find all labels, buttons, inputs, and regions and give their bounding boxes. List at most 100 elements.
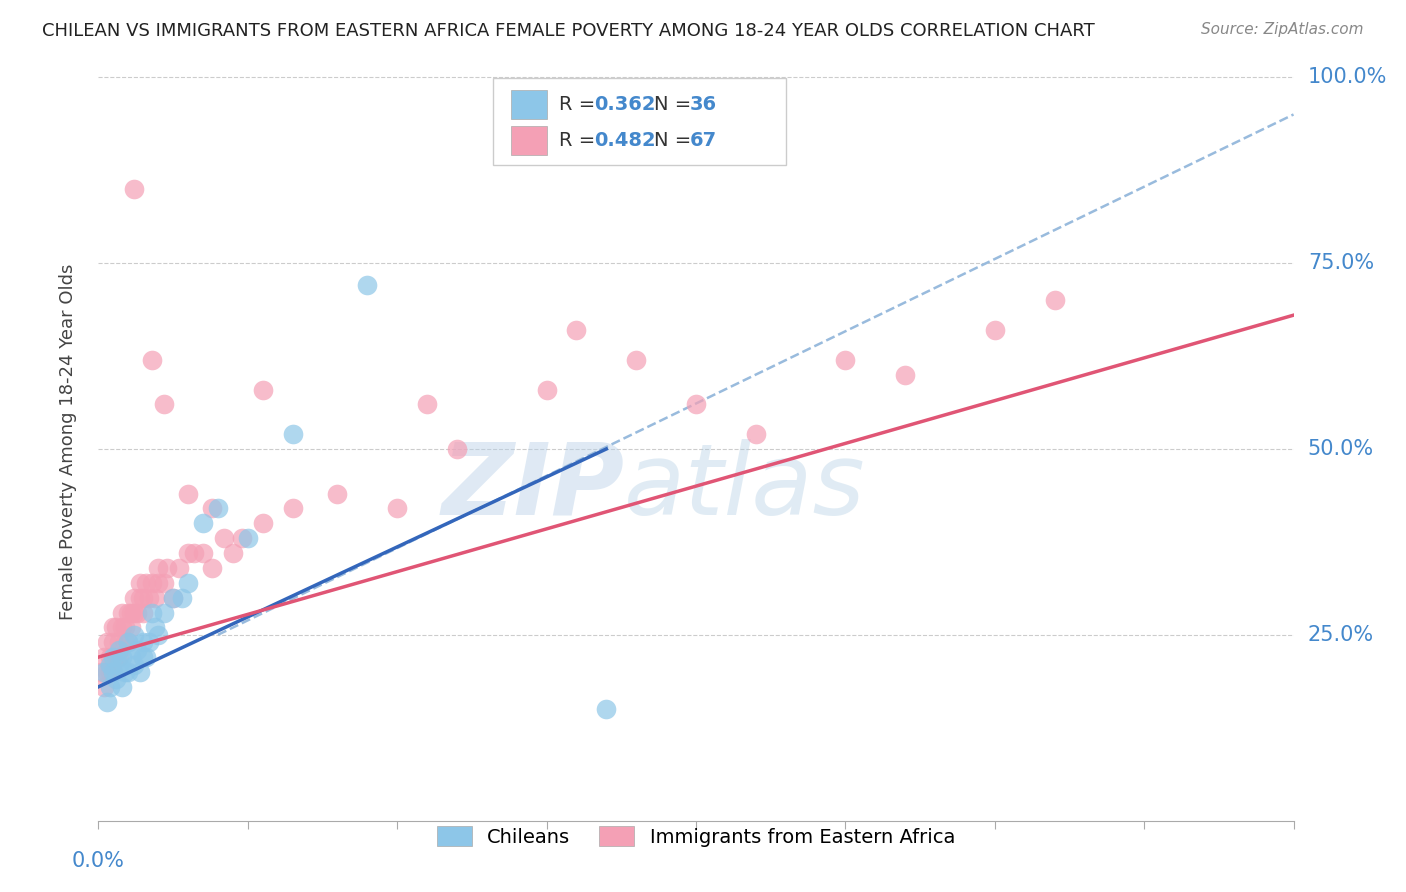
Point (96, 665, 118, 679)
Point (326, 486, 349, 500)
Point (143, 620, 166, 634)
Point (98, 657, 122, 672)
Point (141, 352, 163, 367)
Point (446, 442, 468, 456)
Point (111, 620, 134, 634)
Point (138, 635, 160, 649)
Legend: Chileans, Immigrants from Eastern Africa: Chileans, Immigrants from Eastern Africa (427, 816, 965, 856)
Text: atlas: atlas (624, 439, 866, 535)
Point (117, 635, 139, 649)
Point (172, 591, 194, 605)
Point (129, 591, 152, 605)
Point (98, 665, 122, 679)
FancyBboxPatch shape (494, 78, 786, 165)
Point (111, 650, 134, 665)
Point (132, 635, 155, 649)
Point (984, 323, 1007, 337)
Point (177, 575, 200, 590)
Point (141, 606, 163, 620)
Point (117, 635, 139, 649)
Point (93, 680, 115, 694)
Point (105, 673, 128, 687)
Point (96, 635, 118, 649)
Point (281, 427, 304, 442)
Point (135, 650, 157, 665)
Point (108, 657, 131, 672)
Point (111, 680, 134, 694)
Point (141, 575, 163, 590)
Text: 100.0%: 100.0% (1308, 67, 1388, 87)
Text: 0.0%: 0.0% (72, 851, 125, 871)
Point (114, 620, 136, 634)
Point (114, 665, 136, 679)
Point (108, 650, 131, 665)
Bar (510, 90, 547, 119)
Point (103, 665, 125, 679)
Point (416, 397, 439, 411)
Point (236, 531, 259, 545)
Text: N =: N = (654, 131, 697, 150)
Point (127, 606, 149, 620)
Point (894, 368, 917, 382)
Point (536, 383, 558, 397)
Point (1043, 293, 1066, 308)
Text: N =: N = (654, 95, 697, 113)
Point (129, 665, 152, 679)
Point (595, 702, 617, 716)
Point (212, 531, 235, 545)
Text: R =: R = (558, 131, 600, 150)
Point (117, 606, 139, 620)
Point (143, 591, 166, 605)
Point (120, 650, 142, 665)
Point (111, 606, 134, 620)
Point (96, 695, 118, 709)
Point (153, 575, 176, 590)
Text: ZIP: ZIP (441, 439, 624, 535)
Point (103, 635, 125, 649)
Text: 25.0%: 25.0% (1308, 624, 1374, 645)
Point (124, 657, 146, 672)
Point (124, 628, 146, 642)
Point (105, 620, 128, 634)
Text: Source: ZipAtlas.com: Source: ZipAtlas.com (1201, 22, 1364, 37)
Point (108, 642, 131, 657)
Text: 50.0%: 50.0% (1308, 439, 1374, 459)
Point (834, 352, 856, 367)
Point (148, 561, 170, 575)
Point (93, 665, 115, 679)
Point (98, 680, 122, 694)
Text: R =: R = (558, 95, 600, 113)
Bar (510, 126, 547, 155)
Text: 0.482: 0.482 (595, 131, 657, 150)
Point (626, 352, 648, 367)
Point (129, 575, 152, 590)
Point (138, 591, 160, 605)
Point (93, 650, 115, 665)
Point (127, 642, 149, 657)
Point (162, 591, 184, 605)
Point (201, 561, 224, 575)
Point (156, 561, 179, 575)
Point (117, 665, 139, 679)
Point (124, 591, 146, 605)
Point (191, 516, 214, 531)
Point (148, 575, 170, 590)
Point (108, 635, 131, 649)
Point (132, 591, 155, 605)
Point (90, 665, 112, 679)
Point (114, 635, 136, 649)
Point (281, 501, 304, 516)
Point (124, 606, 146, 620)
Point (120, 606, 142, 620)
Point (148, 628, 170, 642)
Point (385, 501, 409, 516)
Y-axis label: Female Poverty Among 18-24 Year Olds: Female Poverty Among 18-24 Year Olds (59, 263, 77, 620)
Point (167, 561, 190, 575)
Point (153, 606, 176, 620)
Point (222, 546, 245, 560)
Text: CHILEAN VS IMMIGRANTS FROM EASTERN AFRICA FEMALE POVERTY AMONG 18-24 YEAR OLDS C: CHILEAN VS IMMIGRANTS FROM EASTERN AFRIC… (42, 22, 1095, 40)
Point (183, 546, 205, 560)
Point (162, 591, 184, 605)
Point (565, 323, 588, 337)
Point (105, 650, 128, 665)
